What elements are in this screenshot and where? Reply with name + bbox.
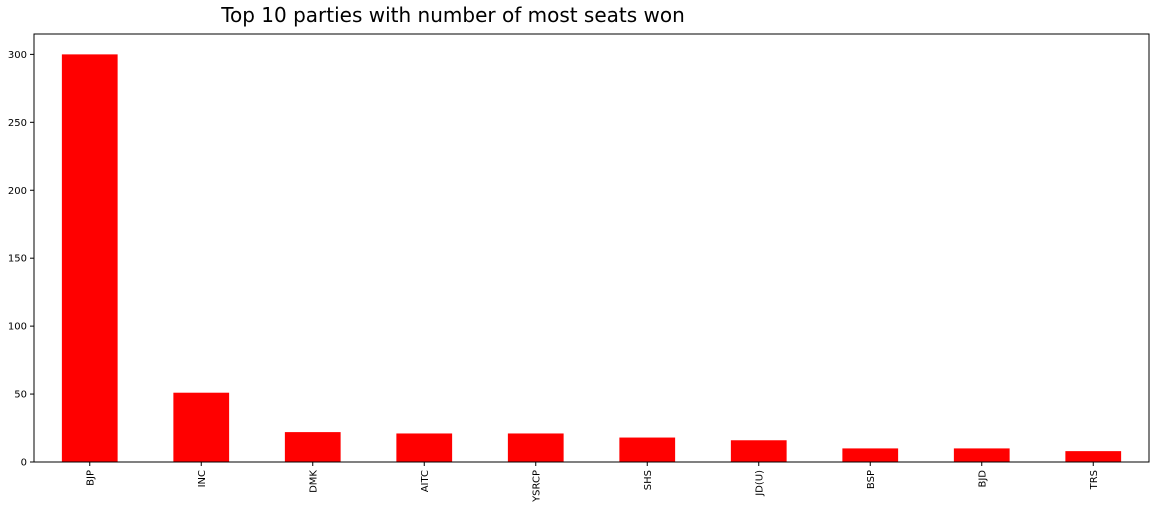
y-tick-label: 0 [21,458,27,469]
x-tick-label: INC [197,470,208,487]
x-tick-label: BSP [866,470,877,489]
bar-inc [173,392,230,462]
bar-trs [1065,451,1122,462]
y-tick-label: 300 [8,50,27,61]
bars-group [61,54,1122,462]
bar-bjd [953,448,1010,462]
x-tick-label: AITC [420,470,431,492]
y-tick-label: 150 [8,254,27,265]
y-tick-label: 100 [8,322,27,333]
x-tick-label: SHS [643,470,654,490]
bar-shs [619,437,676,462]
x-tick-label: YSRCP [531,470,542,503]
bar-dmk [284,432,341,462]
x-tick-label: BJP [85,470,96,486]
chart-title: Top 10 parties with number of most seats… [220,3,685,27]
x-tick-label: BJD [977,470,988,488]
plot-frame [33,33,1150,463]
bar-bsp [842,448,899,462]
y-tick-label: 50 [14,390,27,401]
x-tick-label: DMK [308,470,319,493]
y-axis: 0 50 100 150 200 250 300 [8,50,34,469]
x-axis: BJP INC DMK AITC YSRCP SHS JD(U) BSP BJD TRS [85,462,1100,503]
bar-jd-u- [730,440,787,462]
bar-aitc [396,433,453,462]
bar-ysrcp [507,433,564,462]
y-tick-label: 200 [8,186,27,197]
y-tick-label: 250 [8,118,27,129]
x-tick-label: JD(U) [754,470,765,497]
x-tick-label: TRS [1089,470,1100,490]
bar-bjp [61,54,118,462]
